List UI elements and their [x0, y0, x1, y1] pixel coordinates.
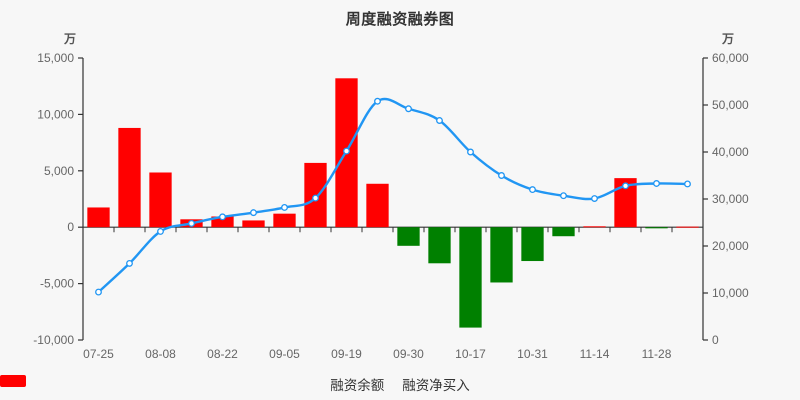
right-axis: 0 10,000 20,000 30,000 40,000 50,000 60,000	[702, 51, 749, 347]
right-axis-tick-label: 0	[712, 333, 719, 347]
line-data-point[interactable]	[653, 180, 660, 187]
line-data-point[interactable]	[250, 209, 257, 217]
x-axis: 07-25 08-08 08-22 09-05 09-19 09-30 10-17 10-31…	[82, 226, 703, 361]
left-axis-tick-label: -10,000	[33, 333, 74, 347]
bar[interactable]	[87, 207, 110, 228]
x-axis-tick-label: 08-22	[207, 347, 238, 361]
right-axis-tick-label: 60,000	[712, 51, 749, 65]
chart-title: 周度融资融券图	[345, 11, 455, 28]
bar[interactable]	[366, 183, 389, 228]
line-path	[97, 97, 689, 294]
line-data-point[interactable]	[312, 194, 319, 202]
left-axis-tick-label: 10,000	[37, 107, 74, 121]
line-data-point[interactable]	[343, 147, 350, 155]
x-axis-tick-label: 07-25	[83, 347, 114, 361]
right-axis-tick-label: 20,000	[712, 239, 749, 253]
bar[interactable]	[118, 127, 141, 228]
line-data-point[interactable]	[157, 227, 164, 235]
left-axis: -10,000 -5,000 0 5,000 10,000 15,000	[33, 51, 84, 347]
left-axis-tick-label: 5,000	[44, 164, 74, 178]
bar[interactable]	[614, 178, 637, 228]
bar[interactable]	[521, 227, 544, 262]
bar[interactable]	[397, 227, 420, 246]
bar[interactable]	[583, 226, 606, 228]
right-axis-tick-label: 50,000	[712, 98, 749, 112]
bar[interactable]	[676, 226, 699, 228]
x-axis-tick-label: 08-08	[145, 347, 176, 361]
line-data-point[interactable]	[188, 219, 195, 227]
x-axis-tick-label: 11-14	[580, 347, 610, 361]
left-axis-tick-label: 0	[67, 220, 74, 234]
line-data-point[interactable]	[126, 259, 133, 267]
bar[interactable]	[645, 227, 668, 229]
chart-legend: 融资余额 融资净买入	[0, 374, 800, 394]
line-data-point[interactable]	[374, 97, 381, 105]
legend-item-balance[interactable]: 融资余额	[0, 374, 385, 394]
line-data-point[interactable]	[529, 186, 536, 194]
line-data-point[interactable]	[436, 117, 443, 124]
x-axis-tick-label: 09-05	[269, 347, 300, 361]
x-axis-tick-label: 09-19	[331, 347, 362, 361]
x-axis-tick-label: 10-31	[517, 347, 548, 361]
right-axis-unit-label: 万	[722, 32, 735, 46]
bar-series-net-buy	[87, 78, 699, 328]
right-axis-tick-label: 10,000	[712, 286, 749, 300]
line-data-point[interactable]	[498, 172, 505, 179]
bar[interactable]	[552, 227, 575, 237]
bar[interactable]	[490, 227, 513, 283]
x-axis-tick-label: 10-17	[455, 347, 486, 361]
line-data-point[interactable]	[591, 195, 598, 202]
legend-item-net-buy[interactable]: 融资净买入	[0, 374, 470, 394]
line-data-point[interactable]	[219, 213, 226, 221]
legend-label-balance: 融资余额	[330, 378, 385, 393]
line-data-point[interactable]	[684, 180, 691, 188]
left-axis-tick-label: -5,000	[40, 277, 74, 291]
line-series-balance	[95, 97, 691, 296]
bar[interactable]	[242, 220, 265, 228]
line-data-point[interactable]	[467, 148, 474, 156]
left-axis-tick-label: 15,000	[37, 51, 74, 65]
bar[interactable]	[211, 216, 234, 228]
right-axis-tick-label: 40,000	[712, 145, 749, 159]
bar[interactable]	[428, 227, 451, 264]
line-data-point[interactable]	[405, 105, 412, 113]
line-data-point[interactable]	[560, 192, 567, 200]
legend-label-net-buy: 融资净买入	[402, 378, 470, 393]
left-axis-unit-label: 万	[64, 32, 77, 46]
line-data-point[interactable]	[95, 288, 102, 296]
line-data-point[interactable]	[281, 204, 288, 211]
line-data-point[interactable]	[622, 182, 629, 190]
bar[interactable]	[459, 227, 482, 328]
bar[interactable]	[149, 172, 172, 228]
x-axis-tick-label: 09-30	[393, 347, 424, 361]
right-axis-tick-label: 30,000	[712, 192, 749, 206]
bar[interactable]	[273, 213, 296, 228]
x-axis-tick-label: 11-28	[642, 347, 672, 361]
legend-bar-swatch-icon	[0, 375, 26, 387]
